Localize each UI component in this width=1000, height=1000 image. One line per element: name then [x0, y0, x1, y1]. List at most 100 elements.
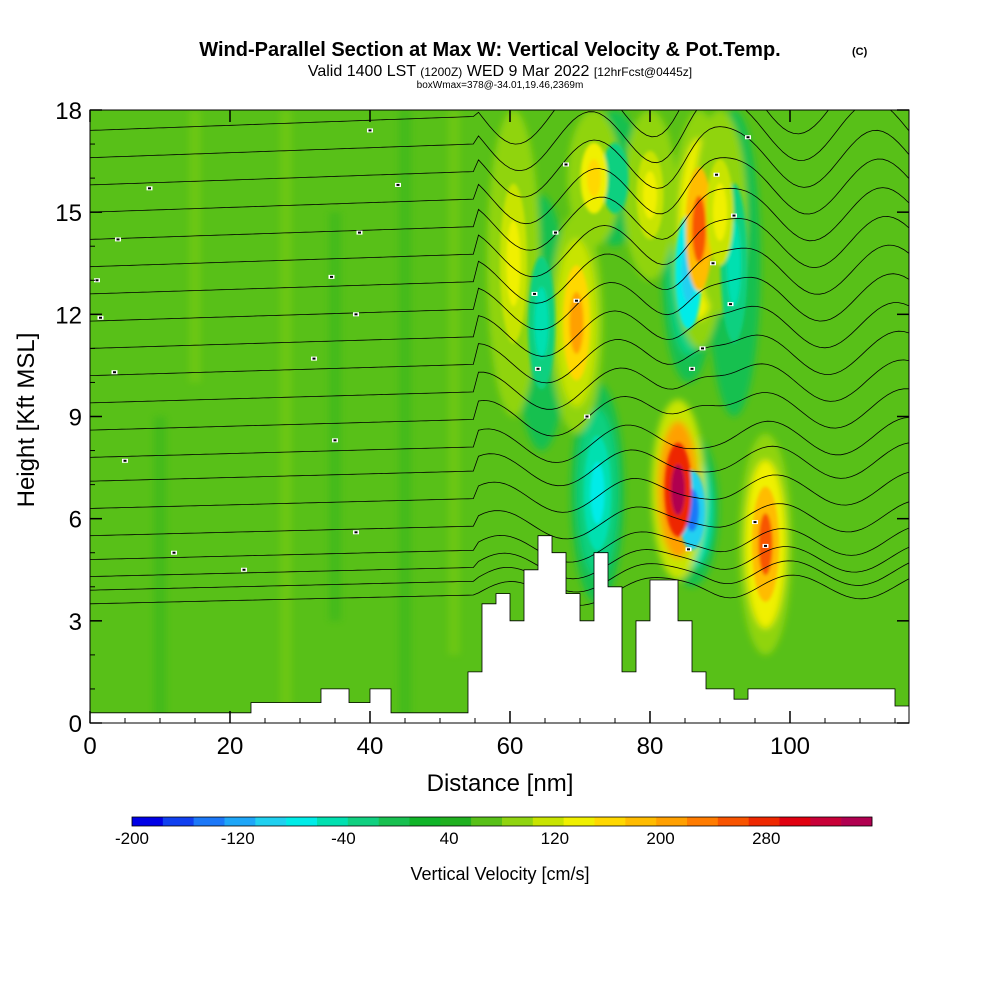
isentrope	[90, 273, 909, 331]
updraft-core	[643, 171, 657, 219]
colorbar-swatch	[286, 817, 318, 826]
updraft-core	[587, 159, 601, 198]
colorbar-swatch	[563, 817, 595, 826]
y-tick-label: 18	[55, 98, 82, 125]
isentrope-label-dot	[554, 231, 557, 234]
isentrope	[90, 110, 909, 172]
isentrope-label-dot	[368, 129, 372, 132]
texture-streak	[154, 416, 166, 723]
isentrope-label-dot	[575, 299, 578, 302]
x-tick-label: 0	[83, 733, 96, 760]
chart-subtitle: Valid 1400 LST (1200Z) WED 9 Mar 2022 [1…	[308, 63, 692, 80]
isentrope-label-dot	[746, 136, 750, 139]
isentrope-label-dot	[536, 367, 540, 370]
terrain	[90, 535, 909, 723]
isentrope	[90, 442, 909, 487]
subtitle-utc: (1200Z)	[420, 65, 462, 79]
subtitle-forecast: [12hrFcst@0445z]	[594, 65, 692, 79]
colorbar-swatch	[132, 817, 164, 826]
y-tick-label: 12	[55, 302, 82, 329]
colorbar-swatch	[224, 817, 256, 826]
y-tick-label: 15	[55, 200, 82, 227]
isentrope-label-dot	[564, 163, 568, 166]
plot-area	[90, 110, 909, 723]
isentrope	[90, 388, 909, 437]
updraft-core	[569, 291, 584, 354]
isentrope	[90, 126, 909, 198]
isentrope-label-dot	[729, 303, 732, 306]
isentrope-label-dot	[333, 439, 337, 442]
isentrope-labels	[94, 128, 769, 572]
isentrope	[90, 215, 909, 278]
isentrope	[90, 157, 909, 225]
downdraft-core	[534, 287, 549, 359]
texture-streak	[189, 110, 201, 383]
texture-streak	[280, 110, 292, 723]
isentrope-label-dot	[123, 459, 127, 462]
isentrope-label-dot	[354, 313, 358, 316]
isentrope	[90, 560, 909, 593]
x-axis-label: Distance [nm]	[427, 770, 574, 797]
colorbar-swatch	[440, 817, 472, 826]
isentrope-label-dot	[172, 551, 176, 554]
x-tick-label: 100	[770, 733, 810, 760]
y-tick-label: 6	[69, 507, 82, 534]
y-axis-label: Height [Kft MSL]	[13, 333, 40, 508]
isentrope-label-dot	[354, 531, 358, 534]
colorbar-swatch	[317, 817, 349, 826]
texture-streak	[399, 110, 411, 723]
colorbar-swatch	[594, 817, 626, 826]
isentrope	[90, 330, 909, 384]
isentrope-label-dot	[396, 183, 400, 186]
isentrope-label-dot	[533, 292, 536, 295]
isentrope-label-dot	[715, 173, 718, 176]
updraft-core	[713, 183, 727, 241]
chart-title: Wind-Parallel Section at Max W: Vertical…	[199, 39, 780, 61]
chart-title-mark: (C)	[852, 46, 868, 58]
x-tick-label: 60	[497, 733, 524, 760]
isentrope	[90, 546, 909, 580]
subtitle-valid: Valid 1400 LST	[308, 63, 416, 80]
colorbar	[131, 816, 873, 827]
updraft-core	[506, 220, 521, 307]
colorbar-frame	[131, 816, 873, 827]
x-tick-label: 20	[217, 733, 244, 760]
velocity-cores-inner	[500, 142, 779, 602]
colorbar-swatch	[841, 817, 873, 826]
isentrope-label-dot	[358, 231, 361, 234]
isentrope	[90, 302, 909, 357]
colorbar-swatch	[625, 817, 657, 826]
isentrope	[90, 187, 909, 251]
colorbar-swatch	[471, 817, 503, 826]
colorbar-label: Vertical Velocity [cm/s]	[410, 864, 589, 884]
colorbar-swatch	[717, 817, 749, 826]
colorbar-swatch	[532, 817, 564, 826]
colorbar-tick-label: 200	[646, 829, 674, 848]
downdraft-core	[608, 159, 622, 198]
y-axis: 0 3 6 9 12 15 18	[55, 98, 909, 738]
isentrope-label-dot	[116, 238, 120, 241]
colorbar-tick-label: -40	[331, 829, 356, 848]
isentrope	[90, 110, 829, 145]
isentrope	[90, 527, 909, 563]
isentrope-lines	[90, 110, 909, 606]
field-texture	[154, 110, 460, 723]
isentrope-label-dot	[242, 568, 246, 571]
colorbar-ticks: -200 -120 -40 40 120 200 280	[115, 829, 780, 848]
downdraft-core	[590, 462, 605, 525]
subtitle-date: WED 9 Mar 2022	[467, 63, 590, 80]
isentrope-label-dot	[113, 371, 116, 374]
texture-streak	[448, 110, 460, 655]
isentrope	[90, 417, 909, 463]
isentrope-label-dot	[764, 544, 767, 547]
colorbar-swatch	[162, 817, 194, 826]
y-tick-label: 0	[69, 711, 82, 738]
isentrope	[90, 471, 909, 513]
colorbar-swatch	[409, 817, 441, 826]
colorbar-swatch	[656, 817, 688, 826]
isentrope-label-dot	[95, 279, 99, 282]
isentrope-label-dot	[711, 262, 715, 265]
colorbar-swatch	[193, 817, 225, 826]
colorbar-swatch	[378, 817, 410, 826]
